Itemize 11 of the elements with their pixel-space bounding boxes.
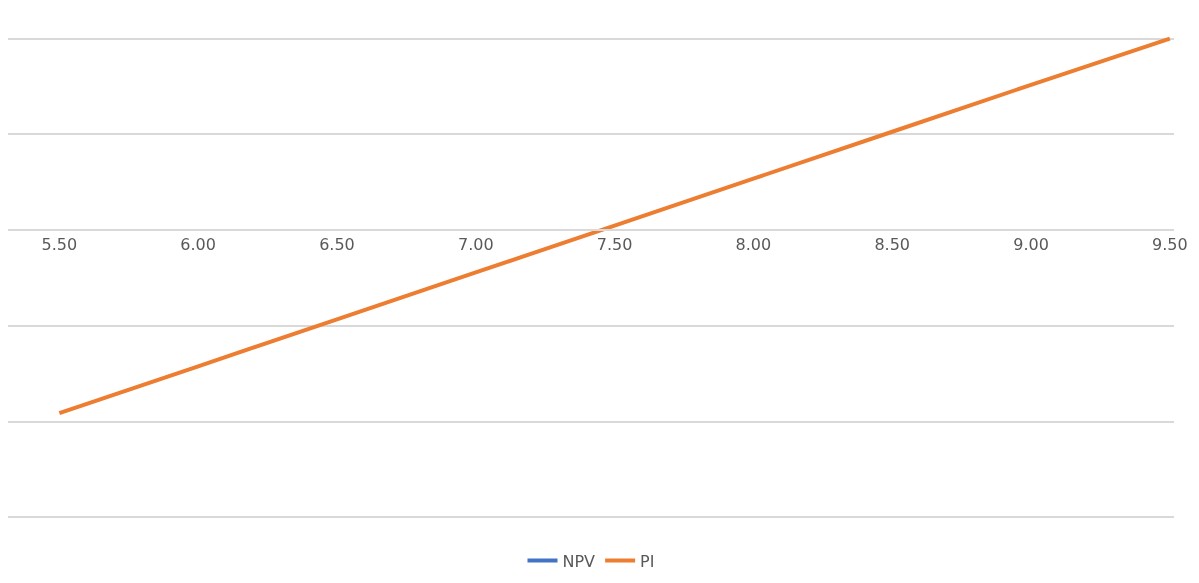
- legend-label: PI: [640, 551, 655, 571]
- x-tick-label: 8.00: [735, 235, 772, 255]
- x-tick-label: 7.00: [457, 235, 494, 255]
- x-tick-label: 6.50: [319, 235, 355, 255]
- x-tick-label: 7.50: [596, 235, 633, 255]
- legend-label: NPV: [562, 551, 596, 571]
- x-tick-label: 9.50: [1152, 235, 1188, 255]
- x-tick-label: 8.50: [874, 235, 911, 255]
- x-tick-label: 6.00: [180, 235, 216, 255]
- x-tick-label: 5.50: [41, 235, 78, 255]
- x-tick-label: 9.00: [1013, 235, 1049, 255]
